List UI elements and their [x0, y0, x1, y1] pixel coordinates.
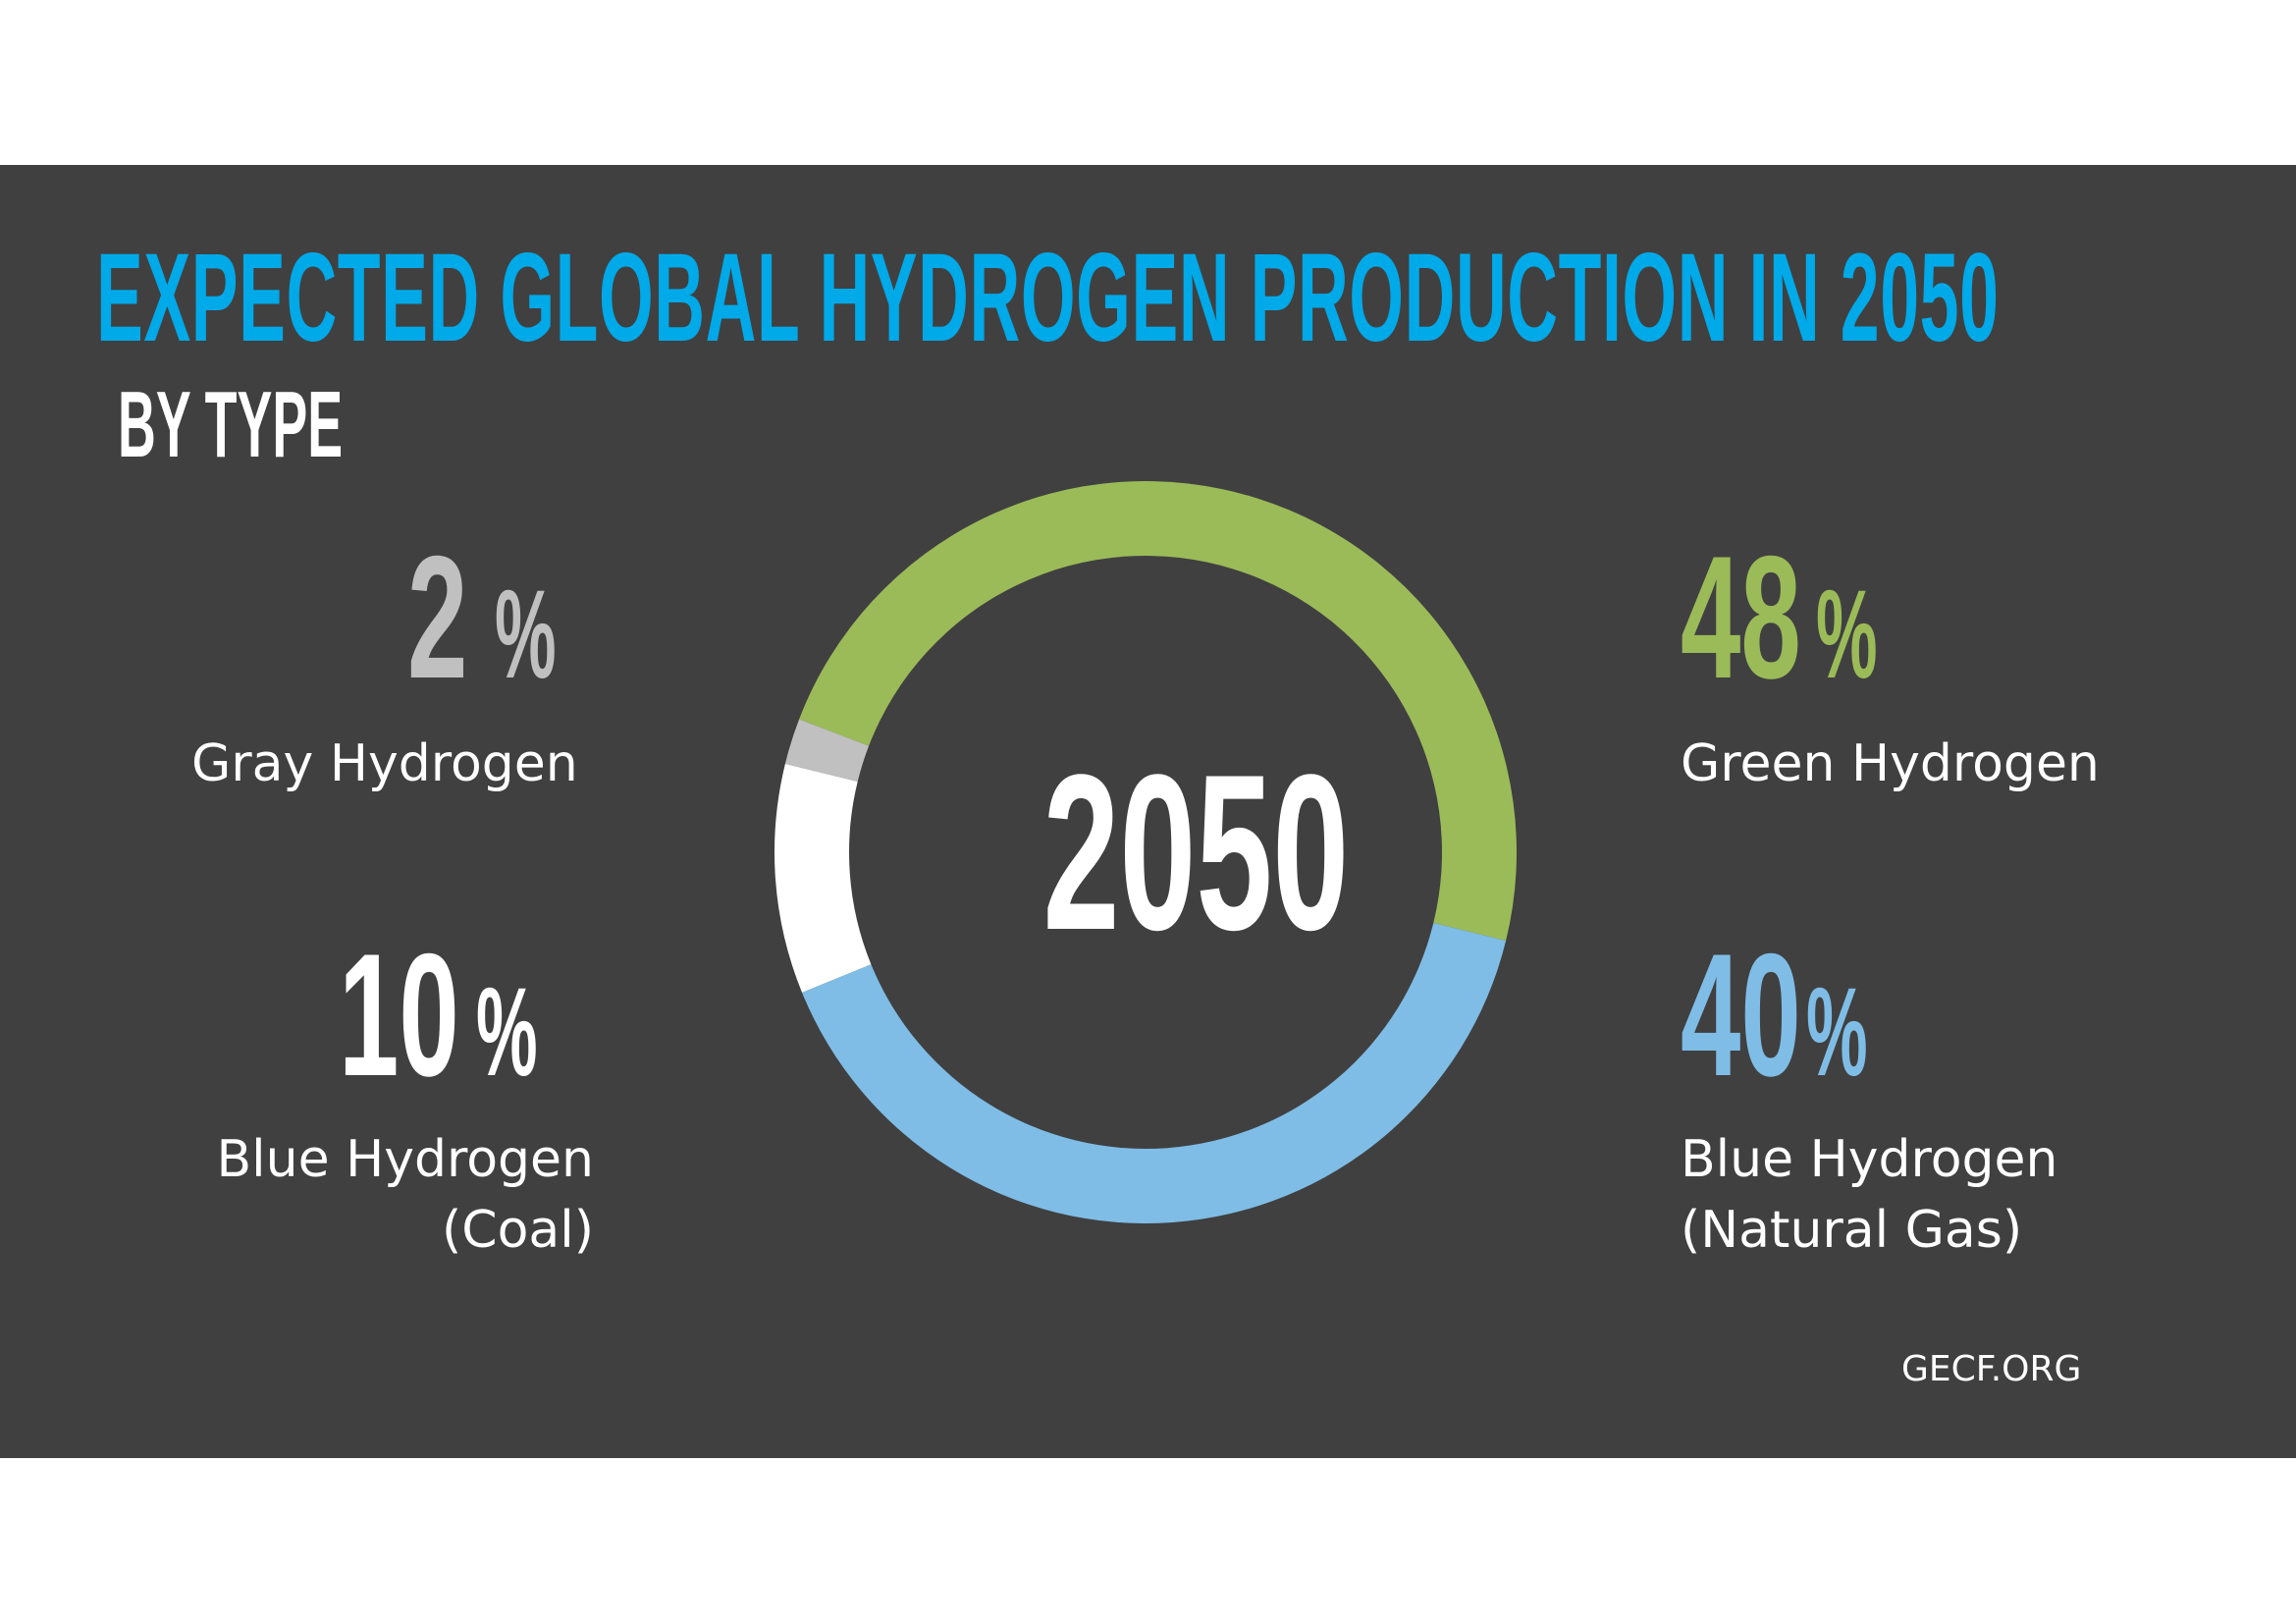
- stat-green-percent: 48%: [1681, 519, 1878, 715]
- source-credit: GECF.ORG: [1901, 1349, 2082, 1389]
- donut-center-label: 2050: [1042, 728, 1350, 976]
- stat-coal-percent: 10%: [339, 917, 538, 1112]
- donut-segment-blue-hydrogen-coal: [774, 763, 872, 993]
- donut-segment-blue-hydrogen-natural-gas: [802, 923, 1507, 1223]
- stat-gray-percent: 2%: [407, 519, 557, 715]
- donut-segment-gray-hydrogen: [784, 719, 870, 782]
- chart-subtitle: BY TYPE: [118, 372, 344, 477]
- infographic-panel: [0, 165, 2296, 1458]
- stat-gas-label: Blue Hydrogen (Natural Gas): [1681, 1130, 2058, 1260]
- donut-segment-green-hydrogen: [799, 481, 1517, 942]
- chart-title: EXPECTED GLOBAL HYDROGEN PRODUCTION IN 2…: [96, 228, 2000, 368]
- stat-green-label: Green Hydrogen: [1681, 734, 2100, 793]
- stat-coal-label: Blue Hydrogen (Coal): [216, 1130, 595, 1260]
- stat-gas-percent: 40%: [1681, 917, 1868, 1112]
- stat-gray-label: Gray Hydrogen: [191, 734, 578, 793]
